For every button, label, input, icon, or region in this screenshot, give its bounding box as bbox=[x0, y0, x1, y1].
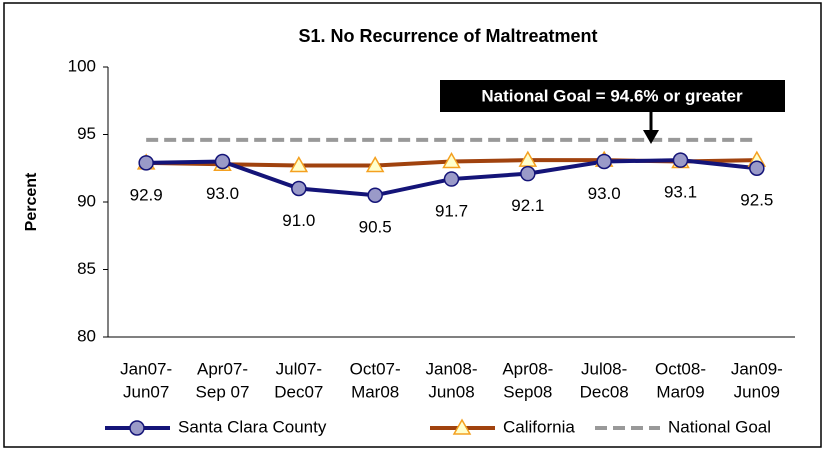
x-tick-label: Jan07- bbox=[120, 359, 172, 378]
annotation-box bbox=[440, 80, 785, 112]
legend-label: National Goal bbox=[668, 417, 771, 436]
x-tick-label: Oct08- bbox=[655, 359, 706, 378]
y-tick-label: 90 bbox=[77, 191, 96, 210]
x-tick-label: Mar08 bbox=[351, 382, 399, 401]
x-tick-label: Jul07- bbox=[276, 359, 322, 378]
point bbox=[443, 171, 460, 187]
point bbox=[367, 187, 383, 203]
x-tick-label: Sep 07 bbox=[196, 382, 250, 401]
x-tick-label: Jan08- bbox=[426, 359, 478, 378]
point bbox=[749, 160, 765, 176]
point bbox=[365, 156, 385, 173]
y-axis-label: Percent bbox=[23, 172, 40, 231]
x-tick-label: Apr08- bbox=[502, 359, 553, 378]
legend-marker bbox=[129, 420, 145, 436]
data-label: 90.5 bbox=[359, 218, 392, 237]
point bbox=[214, 153, 231, 170]
annotation-arrowhead bbox=[643, 130, 659, 144]
y-tick-label: 80 bbox=[77, 326, 96, 345]
legend-label: California bbox=[503, 417, 575, 436]
data-label: 93.1 bbox=[664, 183, 697, 202]
point bbox=[442, 151, 461, 169]
data-label: 92.1 bbox=[511, 196, 544, 215]
point bbox=[289, 156, 309, 173]
point bbox=[672, 152, 689, 168]
x-tick-label: Jun07 bbox=[123, 382, 169, 401]
y-tick-label: 100 bbox=[68, 56, 96, 75]
data-label: 93.0 bbox=[206, 184, 239, 203]
point bbox=[291, 180, 307, 197]
x-tick-label: Dec07 bbox=[274, 382, 323, 401]
y-tick-label: 85 bbox=[77, 259, 96, 278]
chart-frame bbox=[3, 2, 822, 448]
data-label: 93.0 bbox=[588, 184, 621, 203]
data-label: 92.9 bbox=[130, 185, 163, 204]
legend-label: Santa Clara County bbox=[178, 417, 327, 436]
x-tick-label: Jun08 bbox=[428, 382, 474, 401]
legend-marker bbox=[452, 418, 472, 435]
x-tick-label: Jun09 bbox=[734, 382, 780, 401]
x-tick-label: Sep08 bbox=[503, 382, 552, 401]
x-tick-label: Apr07- bbox=[197, 359, 248, 378]
x-tick-label: Oct07- bbox=[350, 359, 401, 378]
y-tick-label: 95 bbox=[77, 124, 96, 143]
chart-title: S1. No Recurrence of Maltreatment bbox=[298, 26, 597, 46]
point bbox=[138, 155, 154, 171]
data-label: 91.0 bbox=[282, 211, 315, 230]
x-tick-label: Dec08 bbox=[580, 382, 629, 401]
x-tick-label: Jul08- bbox=[581, 359, 627, 378]
data-label: 92.5 bbox=[740, 191, 773, 210]
annotation: National Goal = 94.6% or greater bbox=[481, 86, 743, 105]
point bbox=[520, 165, 536, 182]
x-tick-label: Jan09- bbox=[731, 359, 783, 378]
point bbox=[596, 153, 612, 170]
data-label: 91.7 bbox=[435, 202, 468, 221]
x-tick-label: Mar09 bbox=[656, 382, 704, 401]
